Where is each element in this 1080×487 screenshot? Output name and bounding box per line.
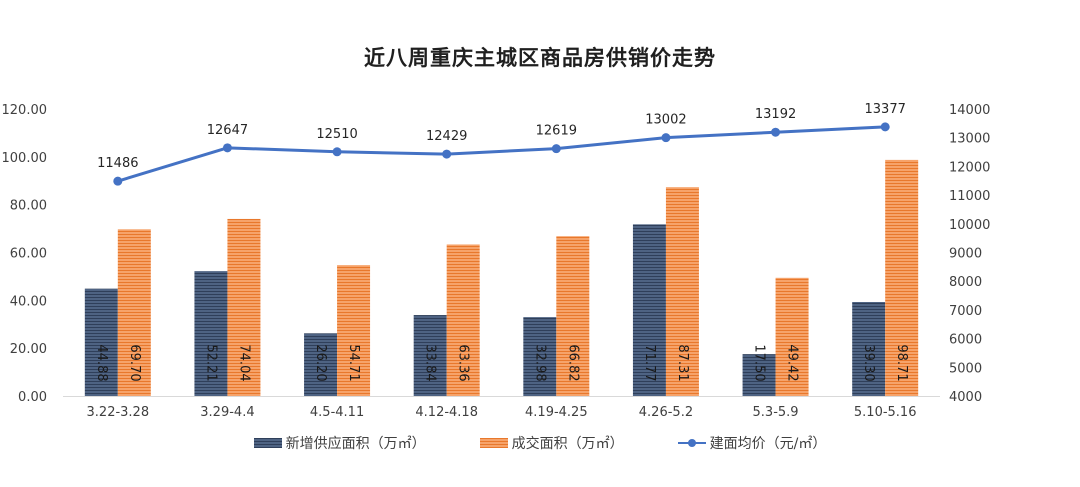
supply-bar [632,224,666,396]
price-point [771,127,781,137]
supply-bar-label: 32.98 [532,344,547,381]
right-tick-label: 7000 [949,304,982,319]
legend-item-price: 建面均价（元/㎡） [677,433,827,453]
right-tick-label: 13000 [949,132,990,147]
right-tick-label: 10000 [949,218,990,233]
supply-bar [523,317,557,396]
x-tick-label: 3.29-4.4 [200,405,254,420]
right-tick-label: 12000 [949,160,990,175]
legend-label-price: 建面均价（元/㎡） [709,436,827,452]
right-tick-label: 5000 [949,361,982,376]
sales-bar [885,159,919,396]
x-tick-label: 5.3-5.9 [753,405,799,420]
supply-bar [84,288,118,396]
sales-bar-label: 54.71 [346,344,361,381]
sales-bar [665,187,699,396]
supply-bar-label: 39.30 [861,344,876,381]
right-tick-label: 9000 [949,247,982,262]
supply-bar-label: 17.50 [752,344,767,381]
price-label: 13192 [755,107,796,122]
right-tick-label: 6000 [949,333,982,348]
price-point [661,133,671,143]
x-tick-label: 4.26-5.2 [639,405,693,420]
legend-label-sales: 成交面积（万㎡） [511,436,624,452]
price-point [332,147,342,157]
supply-bar-label: 44.88 [94,344,109,381]
legend-item-sales: 成交面积（万㎡） [479,433,624,453]
sales-bar [775,277,809,396]
x-tick-label: 4.19-4.25 [525,405,588,420]
supply-bar-label: 52.21 [203,344,218,381]
sales-bar-label: 63.36 [456,344,471,381]
sales-bar-label: 69.70 [127,344,142,381]
sales-bar [117,229,151,396]
price-label: 13377 [865,102,906,117]
sales-bar-label: 98.71 [894,344,909,381]
left-y-axis: 0.00 20.00 40.00 60.00 80.00 100.00 120.00 [2,103,48,405]
price-point [551,144,561,154]
price-point [222,143,232,153]
x-tick-label: 4.5-4.11 [310,405,364,420]
legend: 新增供应面积（万㎡） 成交面积（万㎡） 建面均价（元/㎡） [0,433,1080,453]
x-tick-label: 4.12-4.18 [415,405,478,420]
left-tick-label: 40.00 [10,294,47,309]
right-tick-label: 11000 [949,189,990,204]
supply-bar-label: 26.20 [313,344,328,381]
left-tick-label: 80.00 [10,199,47,214]
right-tick-label: 14000 [949,103,990,118]
price-label: 12510 [316,127,357,142]
price-point [442,149,452,159]
right-tick-label: 4000 [949,390,982,405]
sales-bar [227,218,261,396]
right-y-axis: 4000 5000 6000 7000 8000 9000 10000 11000 12000 1… [949,103,990,405]
left-tick-label: 0.00 [18,390,47,405]
sales-bar-label: 87.31 [675,344,690,381]
left-tick-label: 120.00 [2,103,48,118]
supply-bar [304,333,338,396]
price-label: 12619 [536,124,577,139]
supply-bar [742,354,776,396]
left-tick-label: 20.00 [10,342,47,357]
x-tick-label: 3.22-3.28 [87,405,150,420]
left-tick-label: 60.00 [10,247,47,262]
x-tick-label: 5.10-5.16 [854,405,917,420]
bar-data-labels: 44.88 52.21 26.20 33.84 32.98 71.77 17.50 39.30… [94,344,909,381]
left-tick-label: 100.00 [2,151,48,166]
chart-title: 近八周重庆主城区商品房供销价走势 [364,46,716,70]
price-label: 12429 [426,129,467,144]
price-label: 12647 [207,123,248,138]
bar-series [84,159,919,396]
legend-item-supply: 新增供应面积（万㎡） [253,433,426,453]
x-axis: 3.22-3.28 3.29-4.4 4.5-4.11 4.12-4.18 4.19-4… [87,405,917,420]
legend-swatch-price [677,437,706,449]
price-point [880,122,890,132]
line-series: 11486 12647 12510 12429 12619 13002 13192 13377 [97,102,906,186]
sales-bar-label: 74.04 [236,344,251,381]
supply-bar [852,302,886,396]
sales-bar-label: 66.82 [565,344,580,381]
legend-swatch-sales [479,438,508,448]
sales-bar-label: 49.42 [785,344,800,381]
price-label: 13002 [645,113,686,128]
supply-bar-label: 71.77 [642,344,657,381]
right-tick-label: 8000 [949,275,982,290]
price-point [113,176,123,186]
price-label: 11486 [97,156,138,171]
sales-bar [556,236,590,396]
supply-bar-label: 33.84 [423,344,438,381]
sales-bar [446,244,480,396]
legend-label-supply: 新增供应面积（万㎡） [285,436,426,452]
price-line [117,125,886,183]
supply-bar [194,271,228,396]
legend-swatch-supply [253,438,282,448]
supply-bar [413,315,447,396]
sales-bar [337,265,371,396]
